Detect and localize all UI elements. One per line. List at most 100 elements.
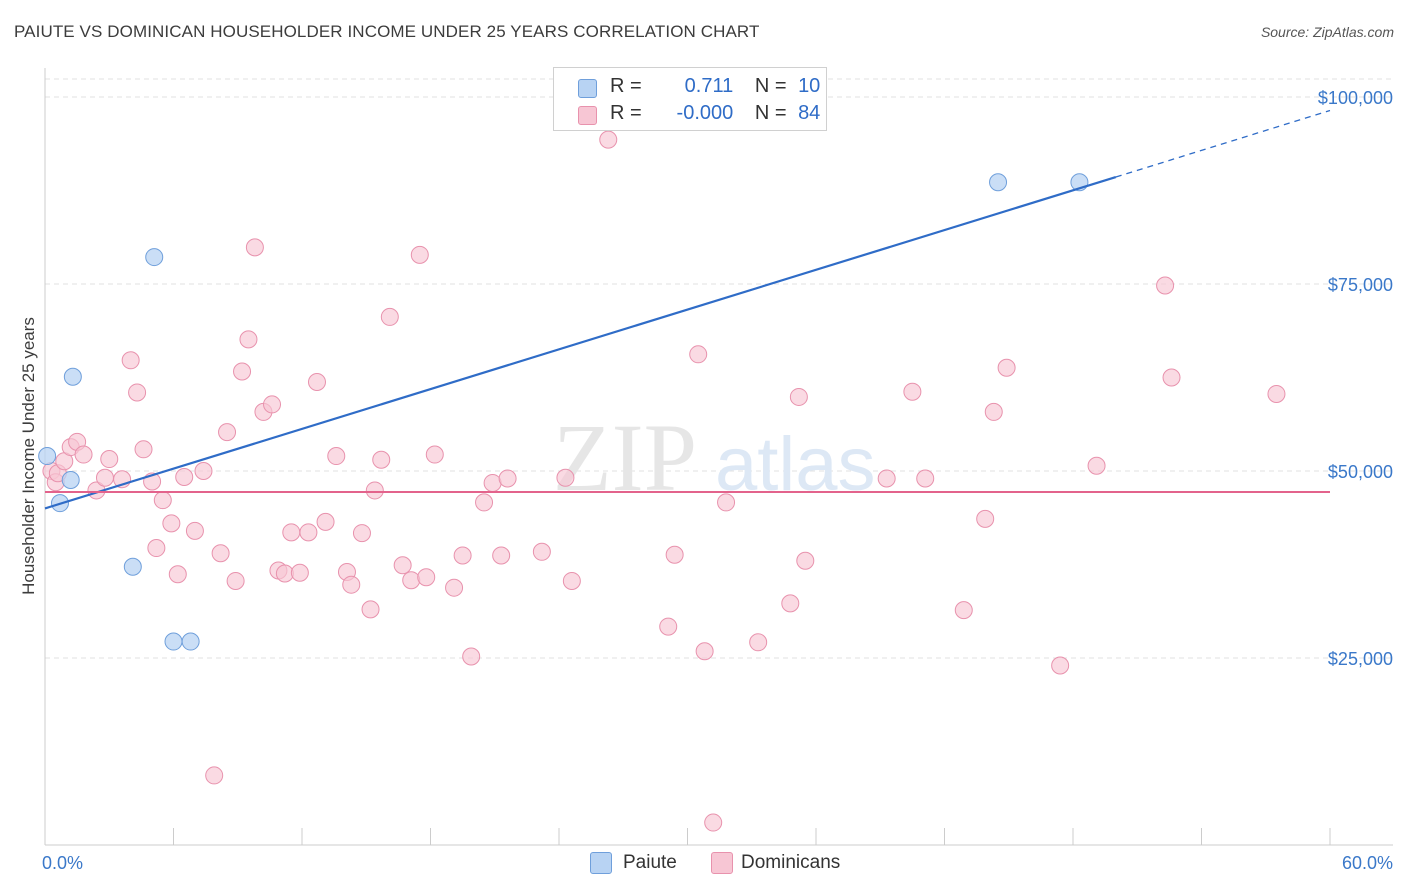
dominican-point bbox=[1162, 368, 1181, 387]
dominican-point bbox=[245, 238, 264, 257]
dominican-point bbox=[877, 469, 896, 488]
paiute-n-label: N = bbox=[754, 75, 787, 97]
dominican-point bbox=[393, 556, 412, 575]
trend-lines bbox=[44, 109, 1331, 510]
dominican-point bbox=[153, 491, 172, 510]
dominican-point bbox=[134, 440, 153, 459]
dominican-point bbox=[445, 578, 464, 597]
dominican-point bbox=[462, 647, 481, 666]
y-tick-label: $50,000 bbox=[1328, 462, 1393, 482]
dominican-point bbox=[218, 423, 237, 442]
dominican-point bbox=[211, 544, 230, 563]
chart-title: PAIUTE VS DOMINICAN HOUSEHOLDER INCOME U… bbox=[14, 22, 760, 41]
y-tick-label: $75,000 bbox=[1328, 275, 1393, 295]
dominican-point bbox=[717, 493, 736, 512]
dominican-point bbox=[290, 563, 309, 582]
paiute-point bbox=[61, 470, 80, 489]
dominican-point bbox=[1087, 456, 1106, 475]
dominican-point bbox=[749, 633, 768, 652]
dominican-point bbox=[796, 551, 815, 570]
dominican-point bbox=[599, 130, 618, 149]
dominican-legend-label: Dominicans bbox=[741, 852, 841, 873]
dominican-point bbox=[475, 493, 494, 512]
dominican-point bbox=[665, 545, 684, 564]
dominican-point bbox=[168, 565, 187, 584]
axis-labels: $25,000 $50,000 $75,000 $100,000 0.0% 60.0% Ho… bbox=[19, 88, 1393, 873]
dominican-point bbox=[984, 402, 1003, 421]
dominican-point bbox=[556, 468, 575, 487]
dominican-point bbox=[483, 473, 502, 492]
dominican-point bbox=[789, 387, 808, 406]
paiute-r-label: R = bbox=[610, 75, 642, 97]
paiute-point bbox=[63, 367, 82, 386]
dominican-point bbox=[916, 469, 935, 488]
dominican-point bbox=[185, 521, 204, 540]
x-tick-label: 0.0% bbox=[42, 853, 83, 873]
dominican-point bbox=[402, 571, 421, 590]
paiute-point bbox=[989, 173, 1008, 192]
paiute-r-value: 0.711 bbox=[684, 75, 734, 97]
dominican-point bbox=[233, 362, 252, 381]
legend: R = 0.711 N = 10 R = -0.000 N = 84 bbox=[553, 67, 827, 131]
dominican-r-value: -0.000 bbox=[676, 102, 734, 124]
dominican-point bbox=[492, 546, 511, 565]
dominican-point bbox=[954, 601, 973, 620]
dominican-point bbox=[162, 514, 181, 533]
dominican-point bbox=[205, 766, 224, 785]
y-tick-label: $100,000 bbox=[1318, 88, 1393, 108]
watermark: ZIP atlas bbox=[553, 404, 876, 511]
dominican-points bbox=[42, 130, 1286, 832]
dominican-point bbox=[365, 481, 384, 500]
source-label: Source: ZipAtlas.com bbox=[1260, 24, 1394, 40]
paiute-n-value: 10 bbox=[798, 75, 821, 97]
dominican-point bbox=[689, 345, 708, 364]
dominican-point bbox=[74, 445, 93, 464]
dominican-point bbox=[282, 523, 301, 542]
dominican-point bbox=[380, 307, 399, 326]
watermark-atlas: atlas bbox=[715, 422, 876, 507]
dominican-swatch bbox=[578, 106, 597, 125]
dominican-point bbox=[263, 395, 282, 414]
paiute-point bbox=[181, 632, 200, 651]
dominican-point bbox=[781, 594, 800, 613]
paiute-swatch bbox=[578, 79, 597, 98]
dominican-point bbox=[997, 358, 1016, 377]
y-axis-title: Householder Income Under 25 years bbox=[19, 317, 38, 595]
dominican-point bbox=[316, 512, 335, 531]
dominican-point bbox=[372, 450, 391, 469]
dominican-point bbox=[239, 330, 258, 349]
dominican-point bbox=[95, 468, 114, 487]
dominican-point bbox=[532, 542, 551, 561]
dominican-point bbox=[498, 469, 517, 488]
dominican-r-label: R = bbox=[610, 102, 642, 124]
dominican-point bbox=[361, 600, 380, 619]
dominican-point bbox=[121, 351, 140, 370]
dominican-n-value: 84 bbox=[798, 102, 821, 124]
paiute-points bbox=[38, 173, 1089, 651]
dominican-point bbox=[695, 642, 714, 661]
dominican-legend-swatch bbox=[711, 852, 733, 874]
dominican-point bbox=[976, 509, 995, 528]
paiute-point bbox=[164, 632, 183, 651]
dominican-point bbox=[342, 575, 361, 594]
dominican-point bbox=[417, 568, 436, 587]
y-tick-label: $25,000 bbox=[1328, 649, 1393, 669]
watermark-zip: ZIP bbox=[553, 404, 697, 511]
dominican-point bbox=[147, 539, 166, 558]
paiute-trend-extension bbox=[1115, 109, 1331, 178]
dominican-point bbox=[226, 571, 245, 590]
dominican-point bbox=[1156, 276, 1175, 295]
dominican-point bbox=[100, 450, 119, 469]
dominican-point bbox=[194, 462, 213, 480]
dominican-point bbox=[425, 445, 444, 464]
dominican-point bbox=[327, 447, 346, 466]
dominican-point bbox=[175, 467, 194, 486]
paiute-legend-swatch bbox=[590, 852, 612, 874]
dominican-point bbox=[659, 617, 678, 636]
dominican-point bbox=[275, 564, 294, 583]
dominican-point bbox=[704, 813, 723, 832]
dominican-point bbox=[410, 245, 429, 264]
dominican-n-label: N = bbox=[754, 102, 787, 124]
paiute-legend-label: Paiute bbox=[623, 852, 677, 873]
